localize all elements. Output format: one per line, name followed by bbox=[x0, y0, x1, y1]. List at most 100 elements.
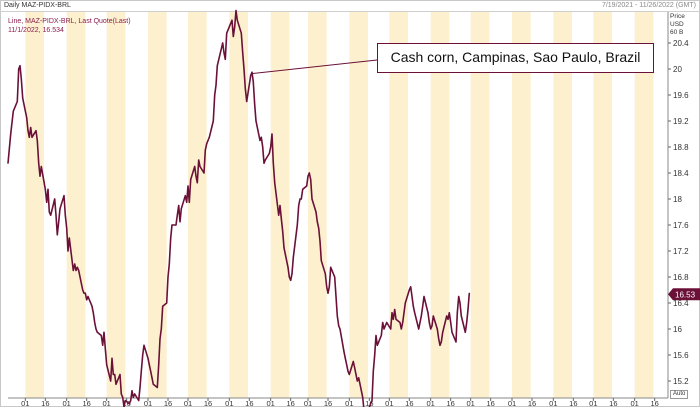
price-point bbox=[72, 269, 74, 272]
price-point bbox=[264, 159, 266, 161]
axis-label-scale: 60 B bbox=[670, 29, 684, 36]
price-point bbox=[272, 162, 274, 164]
price-point bbox=[59, 208, 61, 210]
price-point bbox=[36, 139, 38, 142]
price-point bbox=[280, 217, 282, 220]
price-point bbox=[302, 188, 304, 190]
price-point bbox=[104, 347, 106, 350]
x-tick-label: 01 bbox=[266, 399, 274, 407]
price-point bbox=[279, 204, 281, 207]
chart-annotation: Cash corn, Campinas, Sao Paulo, Brazil bbox=[377, 43, 654, 73]
price-point bbox=[214, 94, 216, 96]
week-band bbox=[349, 12, 368, 398]
price-point bbox=[386, 321, 388, 324]
price-point bbox=[10, 133, 12, 135]
price-point bbox=[311, 198, 313, 200]
price-point bbox=[250, 74, 252, 77]
price-point bbox=[82, 289, 84, 291]
price-point bbox=[432, 315, 434, 317]
price-point bbox=[170, 237, 172, 239]
price-point bbox=[231, 19, 233, 21]
x-tick-label: 01 bbox=[21, 399, 29, 407]
price-point bbox=[54, 198, 56, 200]
price-point bbox=[103, 331, 105, 333]
axis-label-currency: USD bbox=[670, 21, 684, 28]
price-point bbox=[347, 370, 349, 372]
x-tick-label: 01 bbox=[144, 399, 152, 407]
price-point bbox=[26, 117, 28, 119]
price-point bbox=[287, 266, 289, 268]
price-point bbox=[139, 386, 141, 389]
price-point bbox=[168, 263, 170, 265]
price-point bbox=[254, 104, 256, 106]
price-point bbox=[175, 224, 177, 226]
auto-scale-button[interactable]: Auto bbox=[670, 390, 689, 399]
price-point bbox=[186, 201, 188, 203]
price-point bbox=[403, 312, 405, 314]
price-point bbox=[290, 279, 292, 281]
price-point bbox=[292, 256, 294, 259]
price-point bbox=[327, 292, 329, 294]
price-point bbox=[94, 321, 96, 324]
price-point bbox=[270, 146, 272, 148]
y-tick-label: 16.8 bbox=[673, 273, 689, 282]
price-point bbox=[300, 198, 302, 200]
annotation-leader bbox=[252, 59, 378, 74]
week-band bbox=[512, 12, 531, 398]
price-point bbox=[68, 237, 70, 239]
price-point bbox=[130, 399, 132, 402]
price-point bbox=[112, 373, 114, 376]
x-tick-label: 16 bbox=[650, 399, 658, 407]
price-point bbox=[354, 367, 356, 369]
price-point bbox=[102, 344, 104, 346]
week-band bbox=[308, 12, 327, 398]
price-point bbox=[122, 396, 124, 398]
week-band bbox=[389, 12, 408, 398]
price-point bbox=[67, 250, 69, 252]
price-point bbox=[455, 341, 457, 343]
price-point bbox=[234, 26, 236, 28]
price-point bbox=[330, 266, 332, 268]
price-point bbox=[467, 308, 469, 311]
price-point bbox=[84, 292, 86, 294]
price-point bbox=[151, 377, 153, 379]
price-point bbox=[307, 175, 309, 177]
x-tick-label: 01 bbox=[345, 399, 353, 407]
week-band bbox=[148, 12, 167, 398]
week-band bbox=[229, 12, 248, 398]
price-point bbox=[263, 162, 265, 164]
price-point bbox=[384, 325, 386, 327]
price-point bbox=[158, 364, 160, 366]
price-point bbox=[162, 305, 164, 307]
price-point bbox=[47, 188, 49, 190]
price-point bbox=[110, 380, 112, 382]
price-point bbox=[335, 295, 337, 298]
price-point bbox=[12, 110, 14, 112]
price-point bbox=[372, 370, 374, 372]
price-point bbox=[178, 204, 180, 207]
price-point bbox=[356, 380, 358, 382]
price-point bbox=[291, 273, 293, 275]
x-tick-label: 01 bbox=[508, 399, 516, 407]
price-point bbox=[339, 328, 341, 330]
y-tick-label: 18.4 bbox=[673, 169, 689, 178]
date-range: 7/19/2021 - 11/26/2022 (GMT) bbox=[601, 2, 696, 9]
price-point bbox=[411, 295, 413, 298]
price-point bbox=[56, 234, 58, 236]
price-point bbox=[128, 403, 130, 405]
price-point bbox=[268, 152, 270, 155]
x-tick-label: 01 bbox=[102, 399, 110, 407]
x-tick-label: 01 bbox=[62, 399, 70, 407]
price-point bbox=[328, 286, 330, 288]
price-point bbox=[142, 354, 144, 356]
price-point bbox=[442, 331, 444, 333]
price-point bbox=[336, 315, 338, 317]
price-point bbox=[132, 396, 134, 398]
x-tick-label: 16 bbox=[569, 399, 577, 407]
price-point bbox=[222, 42, 224, 44]
price-point bbox=[40, 165, 42, 168]
price-point bbox=[226, 32, 228, 34]
x-tick-label: 16 bbox=[245, 399, 253, 407]
price-point bbox=[134, 393, 136, 395]
price-point bbox=[176, 214, 178, 216]
